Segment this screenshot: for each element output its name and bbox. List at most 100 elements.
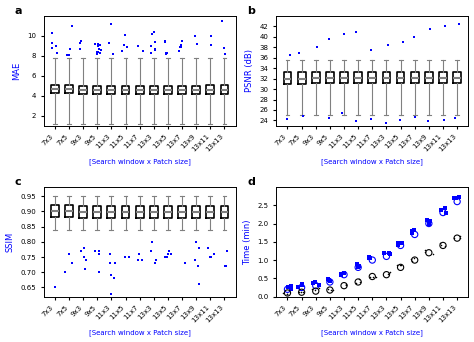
Point xyxy=(147,43,155,49)
Point xyxy=(77,248,85,254)
Point xyxy=(456,235,464,240)
Point xyxy=(164,251,172,257)
Point xyxy=(385,270,392,276)
Point xyxy=(191,257,199,263)
Point xyxy=(107,21,115,27)
Point xyxy=(94,49,102,55)
Point xyxy=(311,287,319,292)
Point xyxy=(182,260,189,266)
Point xyxy=(125,254,133,260)
Point xyxy=(207,33,215,39)
Point xyxy=(342,281,349,287)
Point xyxy=(94,41,102,47)
Point xyxy=(355,264,363,269)
Point xyxy=(94,43,102,49)
Point xyxy=(283,290,291,296)
Point xyxy=(410,34,418,40)
Point xyxy=(138,257,146,263)
Point xyxy=(441,244,449,249)
Point xyxy=(456,21,463,27)
Point xyxy=(298,285,305,290)
Point xyxy=(421,249,429,255)
Point xyxy=(411,232,419,237)
Point xyxy=(299,114,307,119)
Point xyxy=(111,260,118,266)
Point xyxy=(222,263,230,269)
Point xyxy=(426,218,434,223)
Y-axis label: MAE: MAE xyxy=(12,62,21,80)
Point xyxy=(65,251,73,257)
Point xyxy=(95,248,103,254)
Point xyxy=(452,196,460,201)
Point xyxy=(327,287,335,293)
Point xyxy=(191,33,199,39)
Point xyxy=(152,39,159,44)
Point xyxy=(312,283,319,288)
X-axis label: [Search window x Patch size]: [Search window x Patch size] xyxy=(89,159,191,166)
Point xyxy=(326,37,333,42)
Point xyxy=(123,44,131,50)
Point xyxy=(162,51,170,56)
Point xyxy=(118,48,126,54)
Point xyxy=(64,52,71,57)
Point xyxy=(367,117,374,122)
Point xyxy=(316,282,323,288)
Point xyxy=(352,29,360,34)
Point xyxy=(151,46,159,52)
Point xyxy=(165,248,173,254)
Y-axis label: PSNR (dB): PSNR (dB) xyxy=(245,49,254,92)
Point xyxy=(397,263,405,268)
Point xyxy=(443,210,450,216)
Text: d: d xyxy=(247,177,255,187)
Point xyxy=(456,233,464,238)
Point xyxy=(218,18,226,24)
Point xyxy=(309,286,316,291)
Point xyxy=(110,276,118,281)
Point xyxy=(356,276,363,282)
Point xyxy=(177,42,185,48)
Point xyxy=(95,46,102,52)
Point xyxy=(195,245,203,251)
Point xyxy=(97,47,104,53)
Point xyxy=(193,41,201,47)
Text: c: c xyxy=(15,177,21,187)
Point xyxy=(205,245,212,251)
Point xyxy=(365,256,373,261)
Point xyxy=(95,269,102,275)
X-axis label: [Search window x Patch size]: [Search window x Patch size] xyxy=(321,159,423,166)
Point xyxy=(221,51,229,56)
Point xyxy=(326,287,334,293)
Text: a: a xyxy=(15,6,22,16)
Point xyxy=(353,262,361,267)
Point xyxy=(150,29,158,35)
Point xyxy=(162,254,169,260)
Point xyxy=(93,49,100,55)
Point xyxy=(287,286,295,292)
Point xyxy=(295,289,302,295)
Point xyxy=(80,245,88,251)
Point xyxy=(76,40,84,45)
Point xyxy=(195,282,203,287)
Point xyxy=(80,254,87,260)
Point xyxy=(97,50,104,55)
Point xyxy=(65,52,73,57)
Point xyxy=(91,41,99,47)
Point xyxy=(48,30,55,36)
Point xyxy=(425,119,432,124)
Point xyxy=(455,195,463,200)
Point xyxy=(96,42,103,48)
Point xyxy=(283,116,291,121)
Point xyxy=(429,251,437,256)
Point xyxy=(440,117,448,122)
Point xyxy=(324,287,332,292)
Point xyxy=(408,230,416,236)
Point xyxy=(195,263,202,269)
Point xyxy=(309,141,317,147)
Point xyxy=(298,289,305,295)
Point xyxy=(337,272,345,277)
Point xyxy=(382,120,389,126)
Point xyxy=(162,50,169,55)
Point xyxy=(383,272,390,277)
Point xyxy=(286,52,293,58)
Point xyxy=(210,251,218,257)
